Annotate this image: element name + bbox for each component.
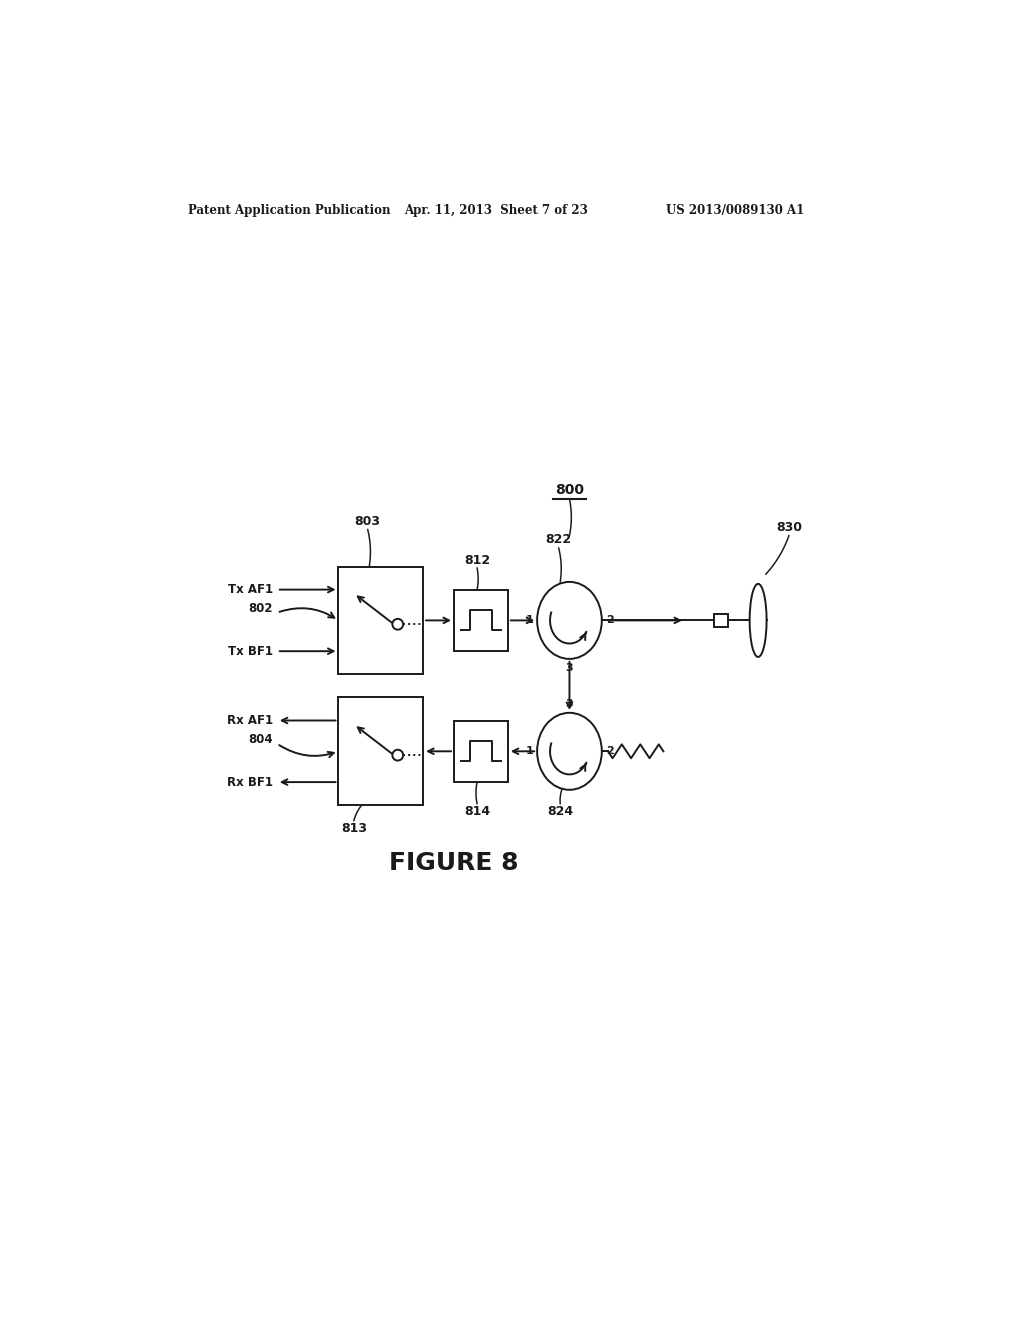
Text: 813: 813 [341, 822, 367, 836]
Text: 830: 830 [776, 521, 802, 535]
Text: 2: 2 [605, 746, 613, 756]
Text: Tx AF1: Tx AF1 [228, 583, 273, 597]
Text: 822: 822 [546, 533, 571, 546]
Text: 800: 800 [555, 483, 584, 498]
Text: 812: 812 [464, 553, 490, 566]
Text: FIGURE 8: FIGURE 8 [389, 851, 519, 875]
Text: Rx BF1: Rx BF1 [227, 776, 273, 788]
Bar [714, 614, 728, 627]
Text: 3: 3 [565, 663, 573, 673]
Text: Rx AF1: Rx AF1 [227, 714, 273, 727]
Bar [339, 566, 423, 675]
Text: 804: 804 [249, 733, 273, 746]
Text: Tx BF1: Tx BF1 [228, 644, 273, 657]
Bar [454, 590, 508, 651]
Ellipse shape [750, 583, 767, 657]
Text: 814: 814 [464, 805, 490, 818]
Bar [339, 697, 423, 805]
Bar [454, 721, 508, 781]
Text: 803: 803 [354, 515, 381, 528]
Ellipse shape [538, 582, 602, 659]
Text: 802: 802 [249, 602, 273, 615]
Text: 2: 2 [605, 615, 613, 626]
Ellipse shape [538, 713, 602, 789]
Text: 1: 1 [525, 615, 534, 626]
Text: Patent Application Publication: Patent Application Publication [188, 205, 391, 218]
Text: 1: 1 [525, 746, 534, 756]
Text: 3: 3 [565, 700, 573, 709]
Text: Apr. 11, 2013  Sheet 7 of 23: Apr. 11, 2013 Sheet 7 of 23 [403, 205, 588, 218]
Text: US 2013/0089130 A1: US 2013/0089130 A1 [666, 205, 804, 218]
Text: 824: 824 [547, 805, 573, 818]
